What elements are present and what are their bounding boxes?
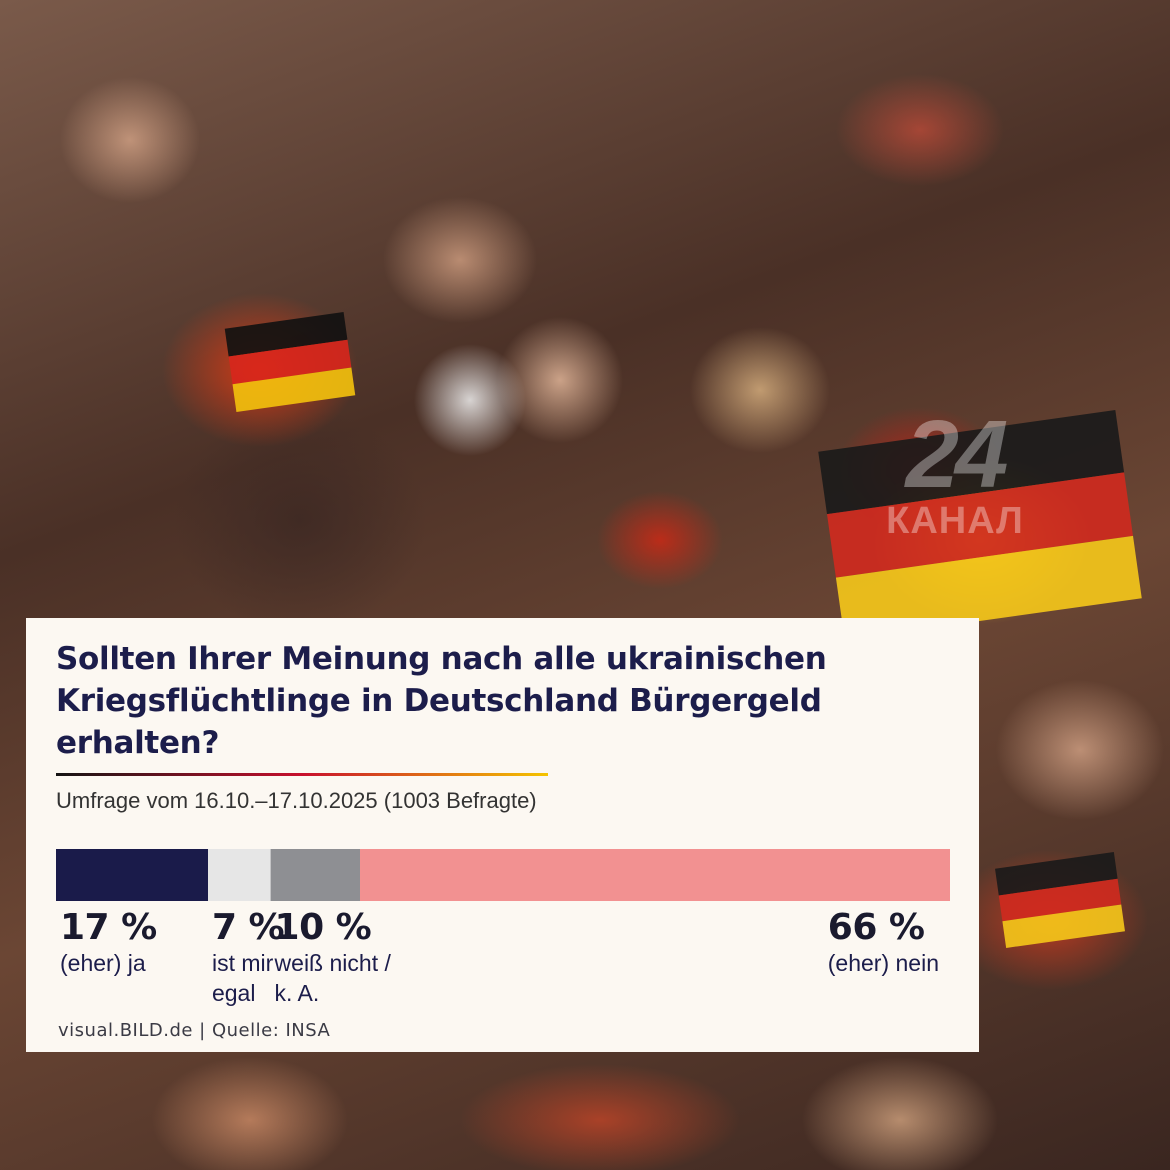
source-credit: visual.BILD.de | Quelle: INSA [58,1020,331,1041]
bar-segment [208,849,271,901]
segment-label: 10 % weiß nicht / k. A. [275,908,391,1008]
segment-labels: 17 % (eher) ja 7 % ist mir egal 10 % weiß nic… [26,908,979,1018]
segment-label: 7 % ist mir egal [211,907,285,1008]
bar-segment [360,849,950,901]
chart-title: Sollten Ihrer Meinung nach alle ukrainis… [56,641,827,761]
segment-label: 66 % (eher) nein [828,908,939,978]
segment-percent: 17 % [60,907,157,948]
title-underline [56,773,548,776]
poll-chart-card: Sollten Ihrer Meinung nach alle ukrainis… [26,618,979,1052]
bar-segment [56,849,208,901]
segment-category: ist mir egal [211,950,274,1006]
segment-category: (eher) nein [827,950,939,976]
bar-segment [270,849,360,901]
german-flag [224,312,356,412]
german-flag [995,852,1125,948]
watermark-number: 24 [905,401,1009,508]
segment-category: weiß nicht / k. A. [274,950,391,1006]
stacked-bar [56,849,950,901]
chart-subtitle: Umfrage vom 16.10.–17.10.2025 (1003 Befr… [56,788,537,813]
segment-percent: 10 % [274,907,372,948]
segment-percent: 7 % [211,907,285,948]
segment-percent: 66 % [827,907,925,948]
watermark-text: КАНАЛ [886,500,1024,542]
channel-watermark: 24 КАНАЛ [870,401,1040,543]
segment-category: (eher) ja [60,950,146,976]
segment-label: 17 % (eher) ja [60,908,157,978]
